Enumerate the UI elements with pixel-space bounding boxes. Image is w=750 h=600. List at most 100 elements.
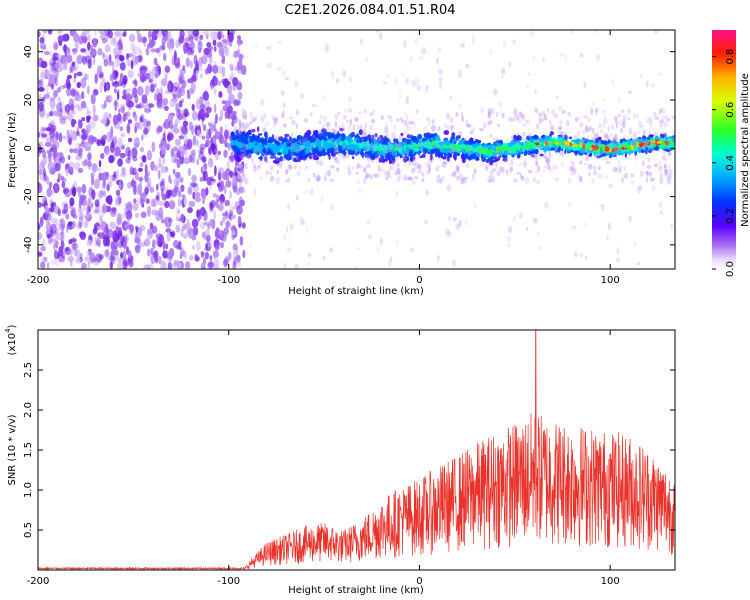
noise-blob xyxy=(133,167,139,174)
halo-blob xyxy=(321,124,326,131)
halo-blob xyxy=(598,124,602,128)
noise-blob xyxy=(559,53,564,57)
noise-blob xyxy=(382,80,388,85)
halo-blob xyxy=(591,137,596,143)
halo-blob xyxy=(286,134,290,141)
noise-blob xyxy=(195,191,201,198)
noise-blob xyxy=(232,206,236,211)
halo-blob xyxy=(588,172,591,177)
signal-blob xyxy=(647,141,651,146)
noise-blob xyxy=(69,260,73,268)
halo-blob xyxy=(582,140,585,148)
noise-blob xyxy=(637,262,640,266)
halo-blob xyxy=(641,159,645,167)
noise-blob xyxy=(60,218,66,230)
noise-blob xyxy=(213,210,217,220)
signal-blob xyxy=(446,141,451,144)
noise-blob xyxy=(165,166,169,172)
noise-blob xyxy=(41,69,47,79)
signal-blob xyxy=(600,139,605,144)
noise-blob xyxy=(439,81,442,89)
halo-blob xyxy=(453,171,456,176)
halo-blob xyxy=(561,130,565,136)
signal-blob xyxy=(317,136,321,140)
signal-blob xyxy=(406,134,411,139)
noise-blob xyxy=(142,118,149,129)
noise-blob xyxy=(38,161,45,171)
noise-blob xyxy=(57,208,61,217)
noise-blob xyxy=(130,59,134,70)
noise-blob xyxy=(182,233,188,240)
halo-blob xyxy=(659,119,664,124)
signal-blob xyxy=(296,157,301,163)
noise-blob xyxy=(73,76,77,84)
halo-blob xyxy=(592,165,598,170)
noise-blob xyxy=(108,60,115,66)
noise-blob xyxy=(116,261,124,269)
noise-blob xyxy=(102,114,107,125)
noise-blob xyxy=(109,261,114,269)
halo-blob xyxy=(482,122,487,129)
noise-blob xyxy=(601,204,606,212)
noise-blob xyxy=(413,121,416,129)
halo-blob xyxy=(364,147,370,152)
signal-blob xyxy=(669,143,673,149)
noise-blob xyxy=(200,262,206,269)
signal-blob xyxy=(601,153,608,157)
signal-blob xyxy=(400,132,404,136)
signal-blob xyxy=(622,142,625,145)
halo-blob xyxy=(316,159,320,165)
noise-blob xyxy=(135,104,142,109)
signal-blob xyxy=(261,138,266,145)
noise-blob xyxy=(77,207,83,214)
noise-blob xyxy=(70,88,76,97)
noise-blob xyxy=(109,94,113,102)
halo-blob xyxy=(404,130,409,135)
noise-blob xyxy=(189,60,193,69)
noise-blob xyxy=(212,193,218,198)
halo-blob xyxy=(647,156,651,163)
halo-blob xyxy=(241,172,245,177)
halo-blob xyxy=(605,161,611,164)
noise-blob xyxy=(237,91,243,100)
halo-blob xyxy=(613,136,618,142)
halo-blob xyxy=(388,165,394,171)
noise-blob xyxy=(49,51,53,57)
halo-blob xyxy=(238,154,244,158)
signal-blob xyxy=(427,148,431,153)
noise-blob xyxy=(533,217,538,224)
noise-blob xyxy=(217,31,222,41)
noise-blob xyxy=(473,203,477,209)
halo-blob xyxy=(659,107,663,114)
noise-blob xyxy=(182,223,188,230)
noise-blob xyxy=(51,68,57,74)
signal-blob xyxy=(469,137,474,141)
halo-blob xyxy=(439,177,443,184)
halo-blob xyxy=(397,143,402,150)
signal-blob xyxy=(232,146,237,152)
signal-blob xyxy=(338,148,343,154)
noise-blob xyxy=(86,116,91,123)
noise-blob xyxy=(72,241,76,252)
halo-blob xyxy=(537,151,541,159)
noise-blob xyxy=(68,221,73,226)
noise-blob xyxy=(102,134,107,140)
noise-blob xyxy=(66,47,71,55)
noise-blob xyxy=(236,60,243,70)
halo-blob xyxy=(272,119,278,126)
noise-blob xyxy=(526,226,529,231)
noise-blob xyxy=(216,182,221,188)
noise-blob xyxy=(115,225,119,234)
halo-blob xyxy=(258,147,261,154)
signal-blob xyxy=(645,137,648,143)
halo-blob xyxy=(441,160,447,168)
signal-blob xyxy=(384,153,387,158)
halo-blob xyxy=(356,165,359,170)
noise-blob xyxy=(154,72,158,79)
signal-blob xyxy=(455,145,460,151)
noise-blob xyxy=(102,190,107,197)
signal-blob xyxy=(393,158,396,163)
noise-blob xyxy=(580,253,583,258)
noise-blob xyxy=(123,261,130,267)
noise-blob xyxy=(86,205,90,215)
